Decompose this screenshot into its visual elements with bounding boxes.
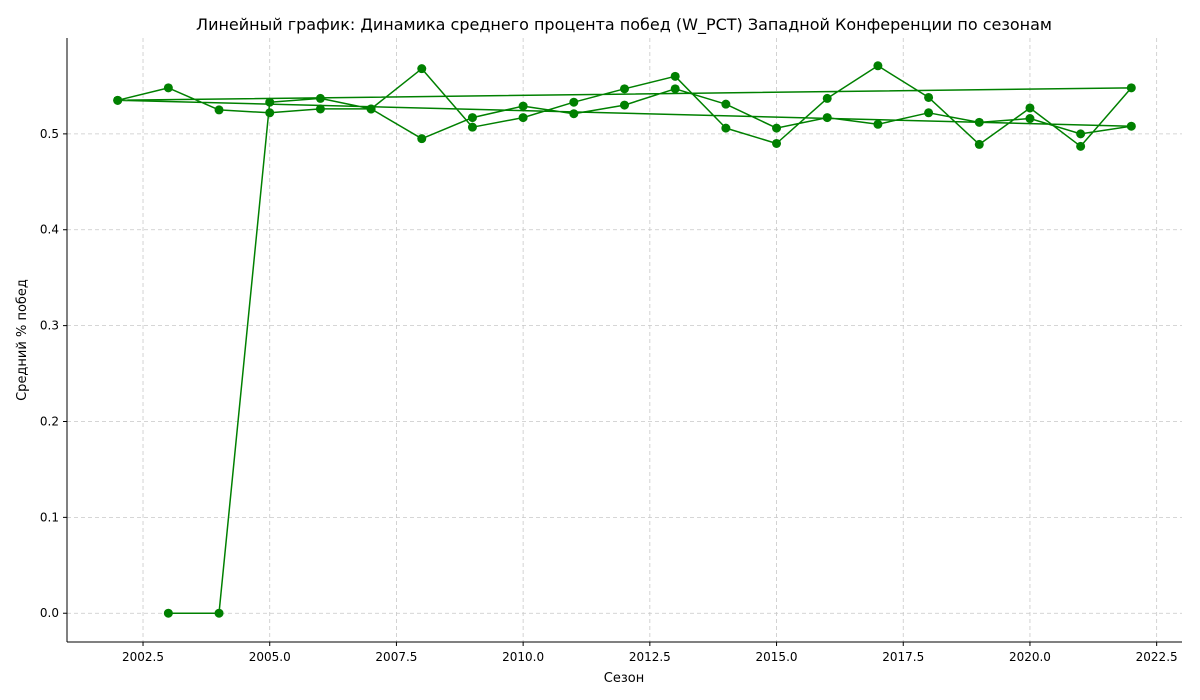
data-point xyxy=(467,113,477,123)
y-tick-label: 0.1 xyxy=(40,510,59,524)
data-point xyxy=(163,83,173,93)
data-point xyxy=(924,92,934,102)
y-tick-label: 0.3 xyxy=(40,319,59,333)
x-tick-label: 2002.5 xyxy=(122,650,164,664)
data-point xyxy=(873,61,883,71)
x-tick-label: 2005.0 xyxy=(249,650,291,664)
data-point xyxy=(518,101,528,111)
y-tick-label: 0.2 xyxy=(40,414,59,428)
x-tick-label: 2007.5 xyxy=(375,650,417,664)
data-point xyxy=(417,134,427,144)
data-point xyxy=(822,93,832,103)
data-point xyxy=(924,108,934,118)
data-point xyxy=(315,104,325,114)
x-tick-label: 2017.5 xyxy=(882,650,924,664)
chart-title: Линейный график: Динамика среднего проце… xyxy=(196,15,1052,35)
data-point xyxy=(670,71,680,81)
data-point xyxy=(721,123,731,133)
data-point xyxy=(772,138,782,148)
data-point xyxy=(1126,83,1136,93)
data-point xyxy=(366,104,376,114)
grid xyxy=(67,38,1182,642)
data-point xyxy=(1126,121,1136,131)
data-point xyxy=(265,108,275,118)
series-line xyxy=(116,65,1133,614)
data-point xyxy=(1076,141,1086,151)
data-point xyxy=(163,608,173,618)
data-point xyxy=(518,113,528,123)
y-tick-label: 0.4 xyxy=(40,223,59,237)
data-point xyxy=(620,100,629,110)
data-point xyxy=(214,608,224,618)
x-axis-ticks: 2002.5 2005.0 2007.5 2010.0 2012.5 2015.0 2017… xyxy=(122,642,1178,664)
data-point xyxy=(670,84,680,94)
data-point xyxy=(417,64,427,74)
data-point xyxy=(873,119,883,129)
data-point xyxy=(721,99,731,109)
data-point xyxy=(974,117,984,127)
x-tick-label: 2022.5 xyxy=(1136,650,1178,664)
y-axis-ticks: 0.0 0.1 0.2 0.3 0.4 0.5 xyxy=(40,127,67,620)
y-tick-label: 0.5 xyxy=(40,127,59,141)
data-point xyxy=(113,95,123,105)
data-point xyxy=(569,97,579,107)
data-point xyxy=(467,122,477,132)
x-axis-label: Сезон xyxy=(604,671,644,686)
axes xyxy=(66,38,1182,643)
x-tick-label: 2015.0 xyxy=(756,650,798,664)
x-tick-label: 2012.5 xyxy=(629,650,671,664)
x-tick-label: 2010.0 xyxy=(502,650,544,664)
data-point xyxy=(822,113,832,123)
data-point xyxy=(620,84,629,94)
data-point xyxy=(315,93,325,103)
data-point xyxy=(974,139,984,149)
y-axis-label: Средний % побед xyxy=(15,279,30,401)
data-point xyxy=(1025,103,1035,113)
data-point xyxy=(1076,129,1086,139)
series-layer xyxy=(113,61,1136,618)
data-point xyxy=(772,123,782,133)
y-tick-label: 0.0 xyxy=(40,606,59,620)
data-point xyxy=(1025,114,1035,124)
data-point xyxy=(214,105,224,115)
data-point xyxy=(265,97,275,107)
x-tick-label: 2020.0 xyxy=(1009,650,1051,664)
data-point xyxy=(569,109,579,119)
